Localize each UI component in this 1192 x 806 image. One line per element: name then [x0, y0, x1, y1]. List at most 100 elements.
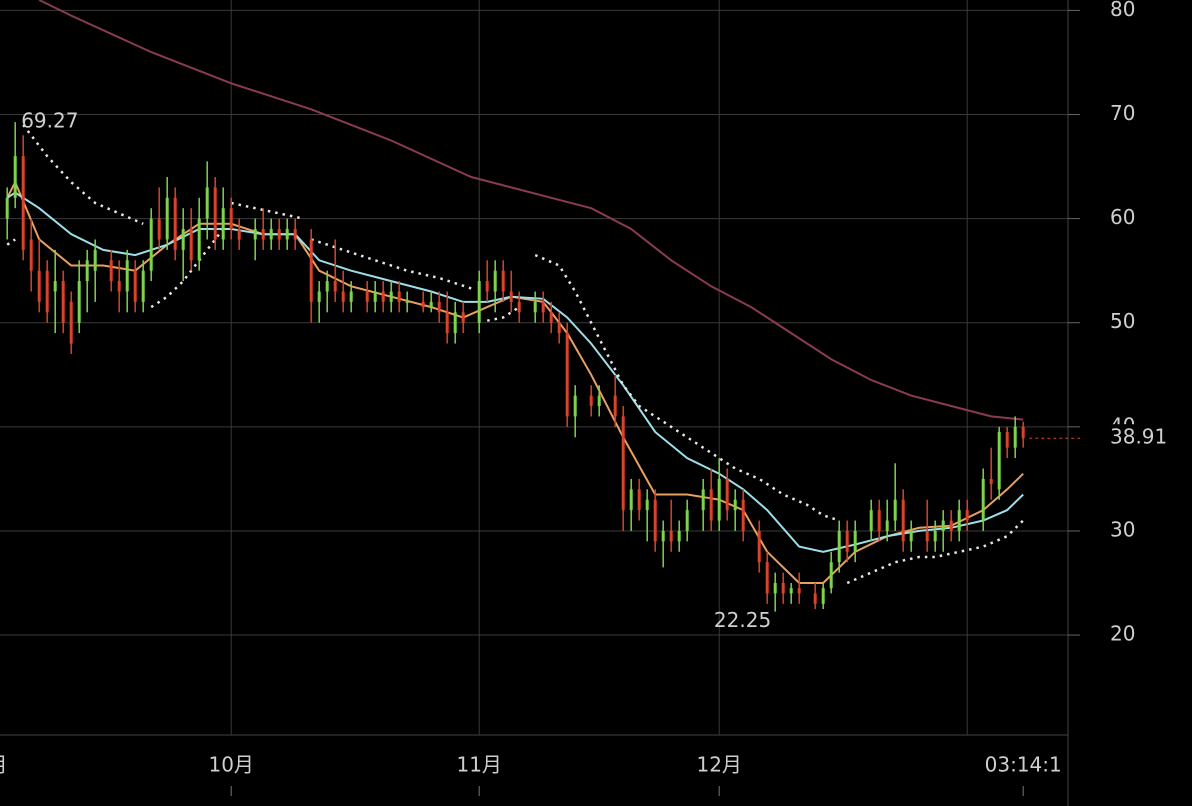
candle-body — [853, 530, 857, 552]
candle-body — [709, 489, 713, 521]
candle-body — [837, 530, 841, 563]
candle-body — [589, 395, 593, 407]
candle-body — [613, 395, 617, 417]
last-price-bg — [1100, 424, 1192, 453]
candle-body — [61, 281, 65, 323]
candle-body — [557, 322, 561, 334]
candle-body — [821, 588, 825, 604]
candle-body — [573, 395, 577, 417]
candle-body — [997, 432, 1001, 490]
min-label: 22.25 — [714, 608, 771, 632]
candle-body — [925, 530, 929, 542]
y-tick-label: 30 — [1110, 517, 1135, 541]
candle-body — [85, 260, 89, 282]
candle-body — [21, 156, 25, 250]
x-tick-label: 10月 — [208, 753, 253, 777]
candle-body — [349, 291, 353, 302]
candle-body — [229, 208, 233, 230]
candle-body — [661, 530, 665, 542]
max-label: 69.27 — [21, 109, 78, 133]
candle-body — [637, 489, 641, 511]
candle-body — [813, 593, 817, 604]
candle-body — [597, 395, 601, 407]
candle-body — [653, 499, 657, 542]
candle-body — [125, 260, 129, 292]
candle-body — [501, 270, 505, 292]
candle-body — [5, 197, 9, 219]
candle-body — [765, 562, 769, 594]
candle-body — [341, 291, 345, 302]
candle-body — [405, 301, 409, 303]
candle-body — [877, 510, 881, 531]
candle-body — [989, 478, 993, 485]
candle-body — [957, 510, 961, 531]
candle-body — [517, 301, 521, 313]
candle-body — [37, 270, 41, 302]
candle-body — [565, 333, 569, 417]
y-tick-label: 70 — [1110, 101, 1135, 125]
candle-body — [397, 291, 401, 302]
candle-body — [909, 530, 913, 542]
ma-line — [38, 0, 1024, 421]
y-tick-label: 60 — [1110, 205, 1135, 229]
candle-body — [869, 510, 873, 531]
candle-body — [781, 583, 785, 594]
candle-body — [773, 583, 777, 594]
candle-body — [45, 270, 49, 313]
candle-body — [197, 218, 201, 261]
candle-body — [797, 588, 801, 594]
x-tick-label: 9月 — [0, 753, 8, 777]
candle-body — [133, 270, 137, 302]
candle-body — [629, 489, 633, 511]
candle-body — [205, 187, 209, 219]
candle-body — [109, 260, 113, 282]
candle-body — [173, 197, 177, 250]
candle-body — [949, 520, 953, 531]
candle-body — [77, 281, 81, 323]
candle-body — [53, 281, 57, 292]
candle-body — [789, 588, 793, 594]
candle-body — [1021, 426, 1025, 439]
candle-body — [293, 229, 297, 240]
candle-body — [261, 229, 265, 240]
candle-body — [213, 187, 217, 240]
candle-body — [365, 291, 369, 302]
candle-body — [461, 312, 465, 323]
candle-body — [237, 229, 241, 240]
candle-body — [69, 301, 73, 344]
candle-body — [141, 270, 145, 302]
x-tick-label: 12月 — [696, 753, 741, 777]
y-tick-label: 20 — [1110, 622, 1135, 646]
ma-line — [6, 179, 1024, 584]
y-tick-label: 80 — [1110, 0, 1135, 21]
last-price-label: 38.91 — [1110, 425, 1167, 449]
candle-body — [29, 239, 33, 271]
candle-body — [829, 562, 833, 589]
candle-body — [485, 281, 489, 292]
candle-body — [93, 249, 97, 271]
candle-body — [165, 197, 169, 240]
x-tick-label: 11月 — [456, 753, 501, 777]
candle-body — [149, 218, 153, 271]
candle-body — [1005, 432, 1009, 448]
candle-body — [509, 291, 513, 302]
candle-body — [981, 478, 985, 521]
candle-body — [685, 510, 689, 531]
candle-body — [309, 239, 313, 302]
sar-line — [6, 124, 1025, 585]
ma-line — [6, 191, 1024, 553]
candle-body — [717, 478, 721, 521]
candle-body — [965, 510, 969, 521]
candle-body — [845, 530, 849, 552]
candle-body — [885, 520, 889, 531]
candle-body — [621, 416, 625, 511]
candle-body — [541, 301, 545, 313]
candle-body — [181, 229, 185, 250]
candle-body — [741, 499, 745, 531]
candle-body — [437, 301, 441, 313]
candle-body — [157, 218, 161, 240]
y-tick-label: 50 — [1110, 309, 1135, 333]
candle-body — [757, 530, 761, 563]
candle-body — [333, 281, 337, 292]
